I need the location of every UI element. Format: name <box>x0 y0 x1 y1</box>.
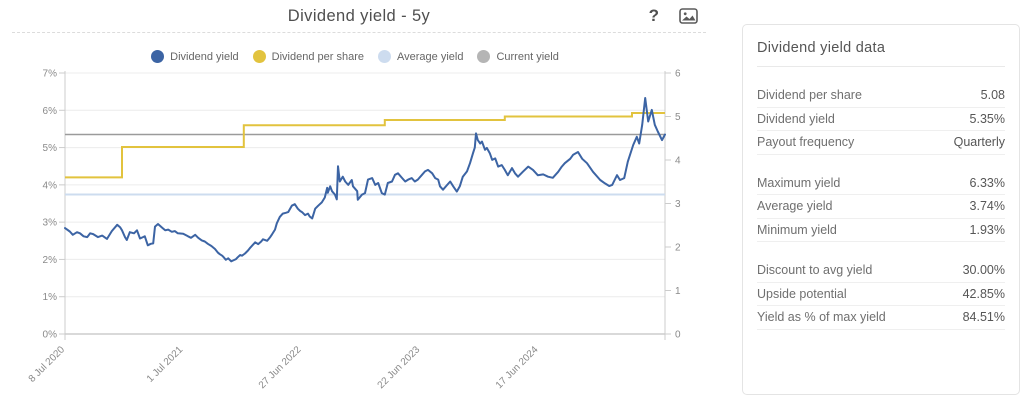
legend-item-dividend-per-share[interactable]: Dividend per share <box>252 50 364 63</box>
data-row-label: Maximum yield <box>757 175 841 190</box>
series-dividend-yield <box>64 97 666 263</box>
right-axis-label: 3 <box>675 199 681 210</box>
chart-legend: Dividend yield Dividend per share Average … <box>0 50 710 63</box>
data-row-value: 6.33% <box>969 175 1005 190</box>
x-axis-label: 22 Jun 2023 <box>376 344 423 391</box>
data-row-label: Yield as % of max yield <box>757 310 886 324</box>
legend-dot <box>252 50 266 63</box>
left-axis-label: 3% <box>43 218 58 229</box>
left-axis-label: 7% <box>43 69 58 80</box>
legend-label: Average yield <box>397 50 464 63</box>
left-axis-label: 1% <box>43 292 58 303</box>
data-row-yield-as-of-max-yield: Yield as % of max yield 84.51% <box>757 306 1005 330</box>
legend-item-dividend-yield[interactable]: Dividend yield <box>151 50 239 63</box>
data-row-label: Dividend per share <box>757 88 862 102</box>
data-row-value: 3.74% <box>969 199 1005 213</box>
data-row-label: Upside potential <box>757 286 847 301</box>
data-group: Discount to avg yield 30.00% Upside potent… <box>757 259 1005 330</box>
right-axis-label: 2 <box>675 243 681 254</box>
chart-header: Dividend yield - 5y ? <box>12 0 706 33</box>
data-row-value: Quarterly <box>953 135 1005 149</box>
legend-label: Dividend per share <box>271 50 364 63</box>
legend-dot <box>151 50 165 63</box>
data-row-value: 84.51% <box>962 310 1005 324</box>
data-row-maximum-yield: Maximum yield 6.33% <box>757 172 1005 195</box>
legend-dot <box>378 50 391 63</box>
left-axis-label: 5% <box>43 143 58 154</box>
data-row-value: 1.93% <box>969 222 1005 237</box>
right-axis-label: 4 <box>675 156 681 167</box>
data-group: Dividend per share 5.08 Dividend yield 5.35… <box>757 84 1005 155</box>
data-row-value: 5.08 <box>980 88 1005 102</box>
data-row-value: 30.00% <box>962 263 1005 277</box>
chart-title: Dividend yield - 5y <box>287 7 431 25</box>
legend-dot <box>477 50 491 63</box>
help-icon[interactable]: ? <box>648 6 659 25</box>
legend-item-current-yield[interactable]: Current yield <box>477 50 559 63</box>
x-axis-label: 17 Jun 2024 <box>494 344 541 391</box>
legend-item-average-yield[interactable]: Average yield <box>378 50 463 63</box>
image-icon[interactable] <box>679 8 698 24</box>
left-axis-label: 0% <box>43 330 58 341</box>
data-card-body: Dividend per share 5.08 Dividend yield 5.35… <box>757 84 1005 330</box>
legend-label: Current yield <box>496 50 559 63</box>
data-row-label: Dividend yield <box>757 111 835 126</box>
left-axis-label: 2% <box>43 255 58 266</box>
x-axis-label: 27 Jun 2022 <box>257 344 304 391</box>
data-row-label: Payout frequency <box>757 135 855 149</box>
data-row-average-yield: Average yield 3.74% <box>757 195 1005 219</box>
data-row-label: Discount to avg yield <box>757 263 873 277</box>
dividend-yield-data-card: Dividend yield data Dividend per share 5.… <box>742 24 1020 395</box>
series-dividend-per-share <box>65 112 665 179</box>
data-row-payout-frequency: Payout frequency Quarterly <box>757 131 1005 155</box>
right-axis-label: 5 <box>675 112 681 123</box>
x-axis-label: 1 Jul 2021 <box>145 344 186 385</box>
data-row-dividend-per-share: Dividend per share 5.08 <box>757 84 1005 108</box>
right-axis-label: 1 <box>675 286 681 297</box>
dividend-yield-chart-card: Dividend yield - 5y ? Dividend yield Divi… <box>0 0 710 392</box>
data-row-label: Average yield <box>757 199 833 213</box>
right-axis-label: 6 <box>675 69 681 80</box>
data-row-value: 42.85% <box>962 286 1005 301</box>
data-row-dividend-yield: Dividend yield 5.35% <box>757 108 1005 131</box>
data-row-minimum-yield: Minimum yield 1.93% <box>757 219 1005 242</box>
data-row-upside-potential: Upside potential 42.85% <box>757 283 1005 306</box>
chart-header-actions: ? <box>649 7 698 25</box>
data-row-label: Minimum yield <box>757 222 837 237</box>
data-row-value: 5.35% <box>969 111 1005 126</box>
left-axis-label: 6% <box>43 106 58 117</box>
data-card-title: Dividend yield data <box>757 40 1005 67</box>
x-axis-label: 8 Jul 2020 <box>27 344 68 385</box>
chart-plot: 0% 1% 2% 3% 4% 5% 6% 7% 0 1 2 3 4 5 6 8 Jul 2020 1 Jul 2… <box>27 69 681 392</box>
left-axis-label: 4% <box>43 180 58 191</box>
legend-label: Dividend yield <box>170 50 239 63</box>
data-group: Maximum yield 6.33% Average yield 3.74% Mini… <box>757 172 1005 242</box>
right-axis-label: 0 <box>675 330 681 341</box>
data-row-discount-to-avg-yield: Discount to avg yield 30.00% <box>757 259 1005 283</box>
